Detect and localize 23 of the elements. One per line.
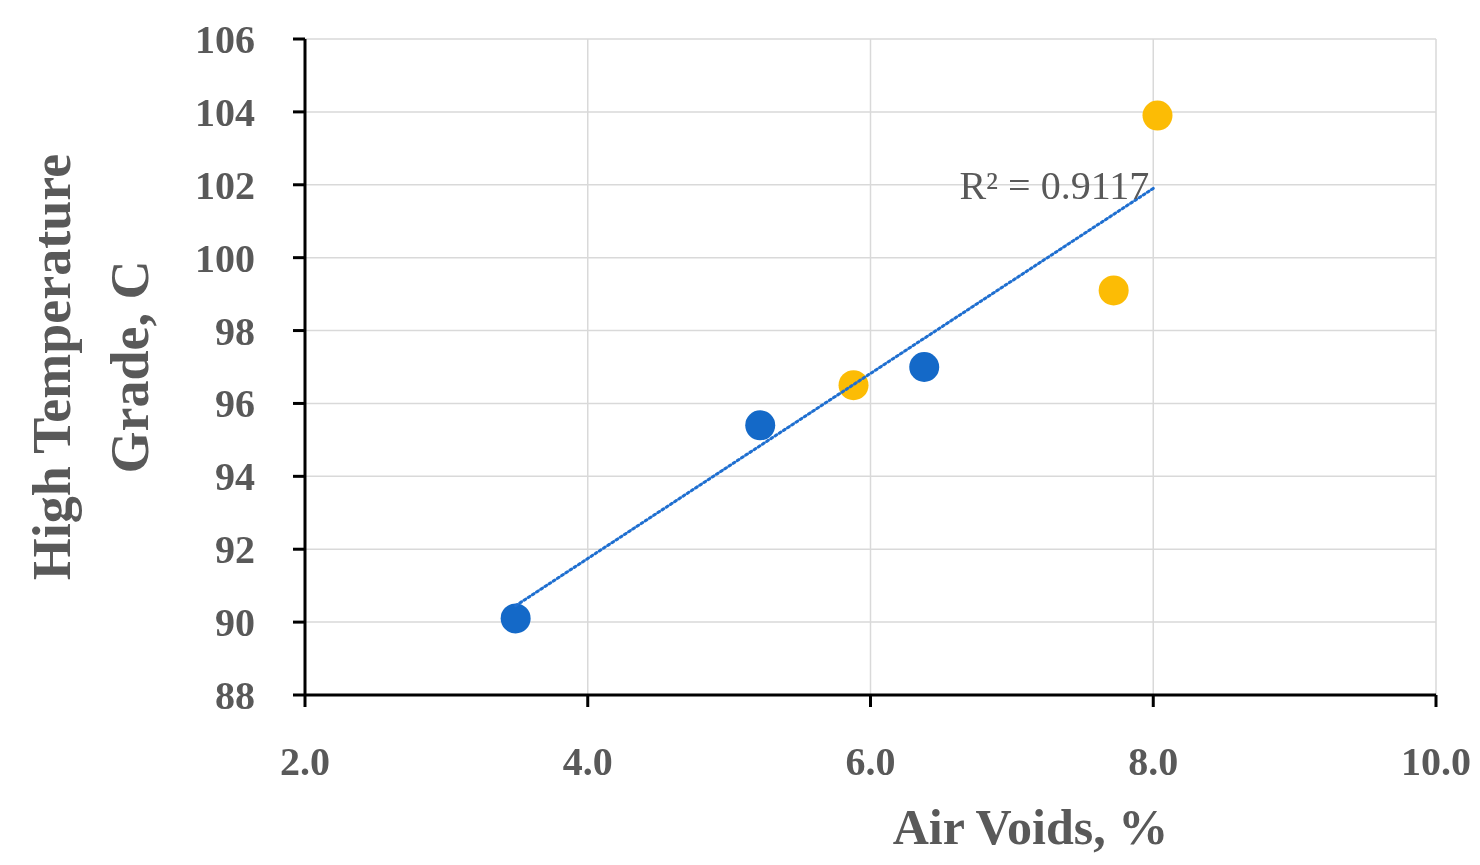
- x-tick-label: 2.0: [280, 739, 330, 784]
- y-tick-label: 104: [195, 89, 255, 135]
- y-tick-label: 94: [215, 454, 255, 500]
- y-tick-label: 100: [195, 235, 255, 281]
- x-axis-title: Air Voids, %: [892, 799, 1169, 855]
- annotation: R² = 0.9117: [959, 162, 1150, 208]
- point: [909, 352, 940, 382]
- point: [1142, 100, 1173, 131]
- x-tick-label: 6.0: [845, 739, 896, 784]
- y-tick-label: 98: [215, 308, 255, 354]
- point: [745, 410, 776, 441]
- y-axis-title: High Temperature Grade, C: [22, 153, 160, 581]
- x-tick-label: 10.0: [1401, 739, 1471, 784]
- y-tick-label: 90: [215, 600, 255, 646]
- point: [1098, 275, 1129, 306]
- y-tick-label: 92: [215, 527, 255, 573]
- y-tick-label: 96: [215, 381, 255, 427]
- y-tick-label: 88: [215, 673, 255, 718]
- point: [500, 603, 531, 634]
- x-tick-label: 4.0: [562, 739, 613, 784]
- x-tick-label: 8.0: [1128, 739, 1179, 784]
- y-tick-label: 106: [195, 17, 255, 62]
- y-tick-label: 102: [195, 162, 255, 208]
